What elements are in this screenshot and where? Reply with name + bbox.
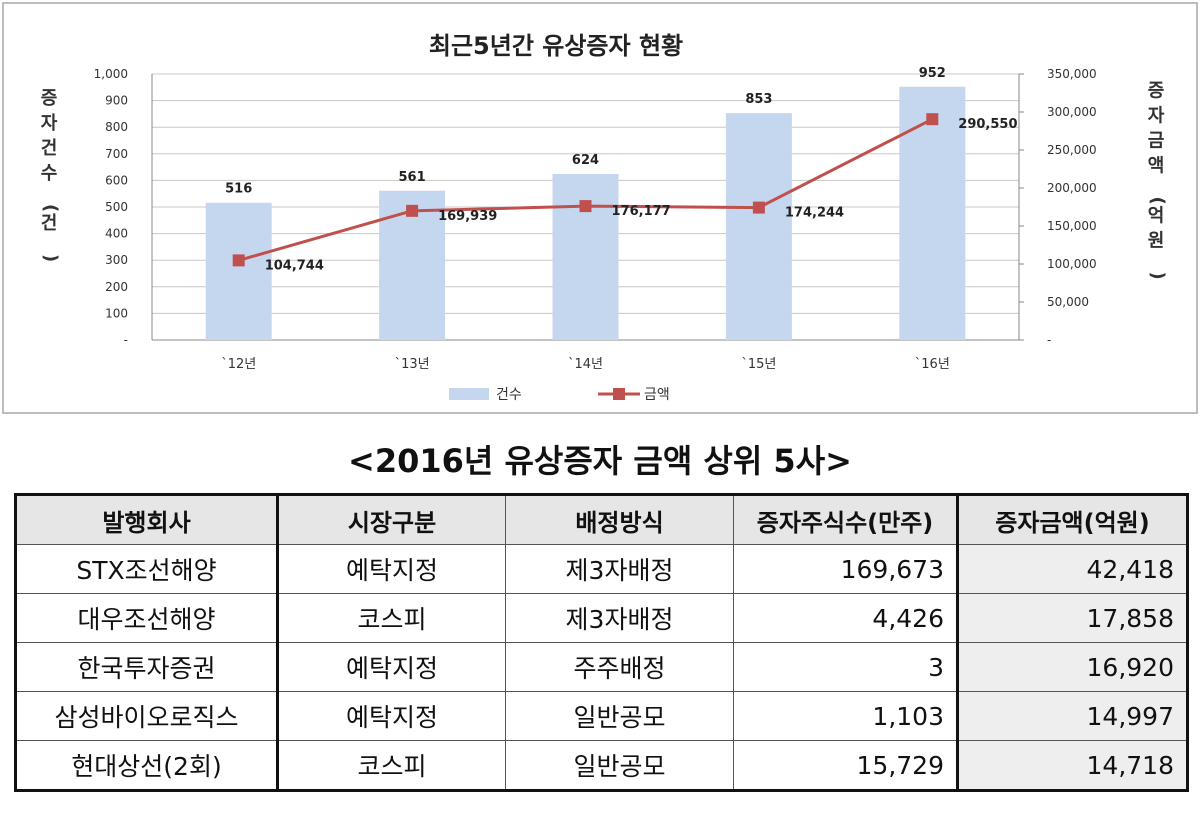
line-marker [926,113,939,126]
line-marker [406,204,419,217]
cell-amount: 14,718 [956,740,1189,792]
chart-panel: 최근5년간 유상증자 현황 - 100 200 300 400 500 600 700 800 90… [2,2,1198,414]
cell-allocation: 일반공모 [505,691,734,741]
x-tick-label: `14년 [568,357,603,372]
header-amount: 증자금액(억원) [956,493,1189,545]
y-right-tick-label: 150,000 [1047,219,1097,233]
x-tick-label: `12년 [221,357,256,372]
bar [725,113,792,341]
bar [552,174,619,340]
cell-shares: 1,103 [733,691,958,741]
y-left-tick-label: 800 [105,120,128,134]
line-data-label: 176,177 [612,204,671,219]
cell-issuer: 현대상선(2회) [14,740,279,792]
y-left-tick-label: 200 [105,280,128,294]
y-left-tick-label: 1,000 [94,67,128,81]
cell-issuer: 삼성바이오로직스 [14,691,279,741]
y-left-axis-label: 증 자 건 수(건) [40,88,61,262]
header-shares: 증자주식수(만주) [733,493,958,545]
y-right-tick-label: 250,000 [1047,143,1097,157]
cell-market: 예탁지정 [277,544,506,594]
y-right-axis-label: 증 자 금 액(억 원) [1147,81,1168,280]
line-marker [232,254,245,267]
table-row: 삼성바이오로직스 예탁지정 일반공모 1,103 14,997 [14,691,1189,741]
y-left-tick-label: 700 [105,147,128,161]
y-left-tick-label: 500 [105,200,128,214]
legend-line-marker [613,388,625,400]
legend-bar-swatch [449,388,489,400]
table-title: <2016년 유상증자 금액 상위 5사> [348,442,852,480]
bar [205,202,272,340]
y-left-tick-label: 900 [105,94,128,108]
cell-issuer: STX조선해양 [14,544,279,594]
cell-amount: 42,418 [956,544,1189,594]
legend-bar-label: 건수 [496,387,522,403]
table-row: 현대상선(2회) 코스피 일반공모 15,729 14,718 [14,740,1189,792]
y-right-tick-label: 100,000 [1047,257,1097,271]
y-left-tick-label: 300 [105,253,128,267]
y-right-tick-label: 50,000 [1047,295,1089,309]
y-left-tick-label: 600 [105,173,128,187]
line-data-label: 290,550 [958,117,1017,132]
bar-data-label: 952 [919,66,946,81]
legend-line-label: 금액 [644,387,670,403]
table-row: STX조선해양 예탁지정 제3자배정 169,673 42,418 [14,544,1189,594]
cell-amount: 17,858 [956,593,1189,643]
x-tick-label: `15년 [741,357,776,372]
bar-data-label: 624 [572,153,599,168]
bar-data-label: 561 [399,170,426,185]
cell-market: 예탁지정 [277,691,506,741]
cell-shares: 15,729 [733,740,958,792]
line-data-label: 169,939 [438,209,497,224]
table-row: 대우조선해양 코스피 제3자배정 4,426 17,858 [14,593,1189,643]
chart-title: 최근5년간 유상증자 현황 [429,32,683,60]
bar-data-label: 516 [225,182,252,197]
x-tick-label: `13년 [395,357,430,372]
y-right-tick-label: 200,000 [1047,181,1097,195]
y-right-tick-label: 300,000 [1047,105,1097,119]
cell-amount: 14,997 [956,691,1189,741]
cell-issuer: 한국투자증권 [14,642,279,692]
cell-allocation: 일반공모 [505,740,734,792]
line-data-label: 104,744 [265,258,324,273]
header-market: 시장구분 [277,493,506,545]
x-tick-label: `16년 [915,357,950,372]
cell-shares: 4,426 [733,593,958,643]
combo-chart: 최근5년간 유상증자 현황 - 100 200 300 400 500 600 700 800 90… [40,32,1168,403]
header-issuer: 발행회사 [14,493,279,545]
y-left-tick-label: 100 [105,306,128,320]
cell-market: 코스피 [277,593,506,643]
cell-market: 코스피 [277,740,506,792]
header-allocation: 배정방식 [505,493,734,545]
cell-issuer: 대우조선해양 [14,593,279,643]
table-row: 한국투자증권 예탁지정 주주배정 3 16,920 [14,642,1189,692]
table-header-row: 발행회사 시장구분 배정방식 증자주식수(만주) 증자금액(억원) [14,493,1189,545]
top5-table: 발행회사 시장구분 배정방식 증자주식수(만주) 증자금액(억원) STX조선해… [14,493,1189,792]
cell-shares: 169,673 [733,544,958,594]
y-right-tick-label: - [1047,333,1051,347]
line-marker [752,201,765,214]
bar-data-label: 853 [745,92,772,107]
cell-shares: 3 [733,642,958,692]
y-right-tick-label: 350,000 [1047,67,1097,81]
cell-allocation: 주주배정 [505,642,734,692]
cell-market: 예탁지정 [277,642,506,692]
cell-allocation: 제3자배정 [505,544,734,594]
y-left-tick-label: 400 [105,227,128,241]
line-marker [579,200,592,213]
line-data-label: 174,244 [785,206,844,221]
y-left-tick-label: - [124,333,128,347]
cell-amount: 16,920 [956,642,1189,692]
cell-allocation: 제3자배정 [505,593,734,643]
